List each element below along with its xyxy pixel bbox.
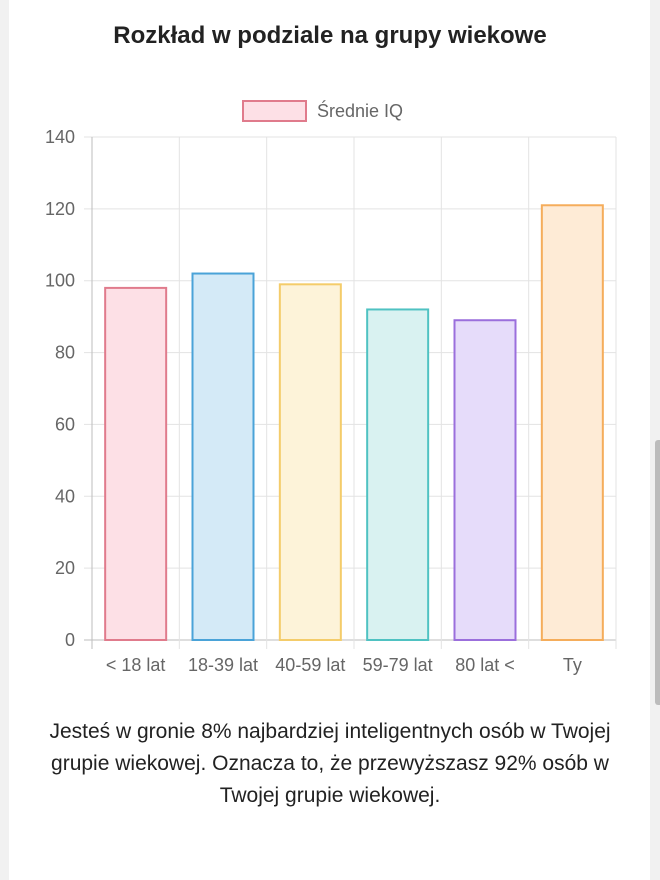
bar-4[interactable]: [453, 319, 517, 641]
x-tick-label: 59-79 lat: [363, 655, 433, 675]
y-tick-label: 80: [55, 343, 75, 363]
legend-label[interactable]: Średnie IQ: [317, 100, 403, 121]
y-tick-label: 100: [45, 271, 75, 291]
result-caption: Jesteś w gronie 8% najbardziej inteligen…: [49, 720, 611, 807]
bar-3[interactable]: [366, 308, 430, 641]
y-tick-label: 20: [55, 558, 75, 578]
y-tick-label: 140: [45, 127, 75, 147]
x-tick-label: Ty: [563, 655, 582, 675]
legend-swatch[interactable]: [242, 100, 307, 122]
bar-5[interactable]: [540, 204, 604, 641]
y-tick-label: 60: [55, 414, 75, 434]
bar-1[interactable]: [191, 272, 255, 641]
bar-2[interactable]: [278, 283, 342, 642]
bar-chart: 0 20 40 60 80 100 120 140 < 18 lat 18-39 lat 40-59…: [45, 100, 617, 675]
bar-0[interactable]: [104, 286, 168, 641]
scroll-handle[interactable]: [655, 440, 660, 705]
x-tick-label: < 18 lat: [106, 655, 166, 675]
x-tick-label: 18-39 lat: [188, 655, 258, 675]
chart-title: Rozkład w podziale na grupy wiekowe: [113, 22, 547, 49]
x-tick-label: 40-59 lat: [275, 655, 345, 675]
y-tick-label: 0: [65, 630, 75, 650]
x-tick-label: 80 lat <: [455, 655, 515, 675]
y-tick-label: 120: [45, 199, 75, 219]
y-tick-label: 40: [55, 486, 75, 506]
